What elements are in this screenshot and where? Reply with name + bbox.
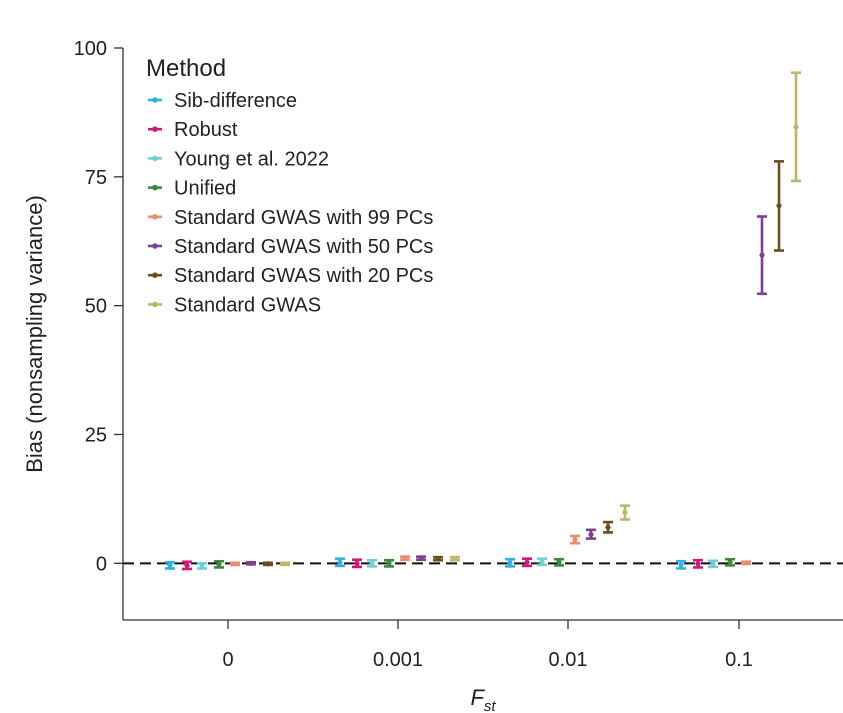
legend-swatch-dot [152,214,158,220]
legend-item: Young et al. 2022 [148,148,329,170]
x-tick-label: 0.1 [725,649,753,671]
data-point [199,563,205,569]
data-point [402,555,408,561]
data-point [369,560,375,566]
data-point [524,559,530,565]
data-point [759,252,765,258]
data-point [678,562,684,568]
x-axis-title: Fst [470,685,496,713]
legend-label: Sib-difference [174,90,297,112]
data-point [265,561,271,567]
data-point [556,559,562,565]
data-point [418,555,424,561]
legend-item: Standard GWAS with 50 PCs [148,236,433,258]
legend-swatch-dot [152,97,158,103]
data-point [232,561,238,567]
legend-label: Young et al. 2022 [174,148,329,170]
y-tick-label: 75 [85,167,107,189]
legend-title: Method [146,55,226,82]
x-axis-title-sub: st [484,698,497,713]
legend-swatch-dot [152,184,158,191]
data-point [167,562,173,568]
data-point [452,556,458,562]
series-3 [214,557,735,569]
legend-label: Standard GWAS with 20 PCs [174,265,433,287]
series-7 [280,71,801,567]
legend-swatch-dot [152,272,158,279]
data-point [776,203,782,209]
legend-swatch-dot [152,155,158,162]
data-point [386,560,392,566]
legend: Method Sib-difference Robust Young et al. … [146,55,433,316]
legend-label: Standard GWAS [174,294,321,316]
legend-item: Robust [148,119,238,141]
legend-swatch-dot [152,301,158,308]
series-1 [182,557,703,571]
x-tick-label: 0.001 [373,649,423,671]
legend-label: Unified [174,178,236,200]
data-point [743,560,749,566]
legend-item: Standard GWAS with 99 PCs [148,207,433,229]
legend-swatch-dot [152,126,158,132]
data-point [216,561,222,567]
y-tick-label: 25 [85,424,107,446]
y-tick-label: 50 [85,296,107,318]
x-tick-label: 0 [222,649,233,671]
legend-item: Standard GWAS [148,294,321,316]
x-ticks: 0 0.001 0.01 0.1 [222,620,753,671]
legend-label: Robust [174,119,238,141]
series-4 [230,534,751,567]
series-2 [197,557,718,570]
legend-items: Sib-difference Robust Young et al. 2022 Uni… [148,90,433,316]
series-5 [246,215,767,566]
data-point [248,560,254,566]
data-point [622,509,628,515]
data-point [184,562,190,568]
data-point [507,560,513,566]
data-point [695,561,701,567]
data-point [354,560,360,566]
y-ticks: 0 25 50 75 100 [74,38,123,575]
data-point [572,537,578,543]
legend-item: Unified [148,178,236,200]
legend-label: Standard GWAS with 99 PCs [174,207,433,229]
data-point [337,559,343,565]
data-point [710,561,716,567]
data-point [793,124,799,130]
data-point [539,559,545,565]
x-tick-label: 0.01 [549,649,588,671]
y-tick-label: 100 [74,38,107,60]
y-tick-label: 0 [96,553,107,575]
legend-item: Standard GWAS with 20 PCs [148,265,433,287]
data-point [282,561,288,567]
legend-swatch-dot [152,243,158,249]
x-axis-title-main: F [470,685,485,710]
y-axis-title: Bias (nonsampling variance) [22,195,47,473]
legend-item: Sib-difference [148,90,297,112]
data-point [435,556,441,562]
legend-label: Standard GWAS with 50 PCs [174,236,433,258]
data-point [588,531,594,538]
data-point [727,559,733,565]
data-point [605,524,611,530]
series-6 [263,160,784,567]
data-marks [165,71,801,571]
series-0 [165,557,686,570]
axes [122,48,843,621]
